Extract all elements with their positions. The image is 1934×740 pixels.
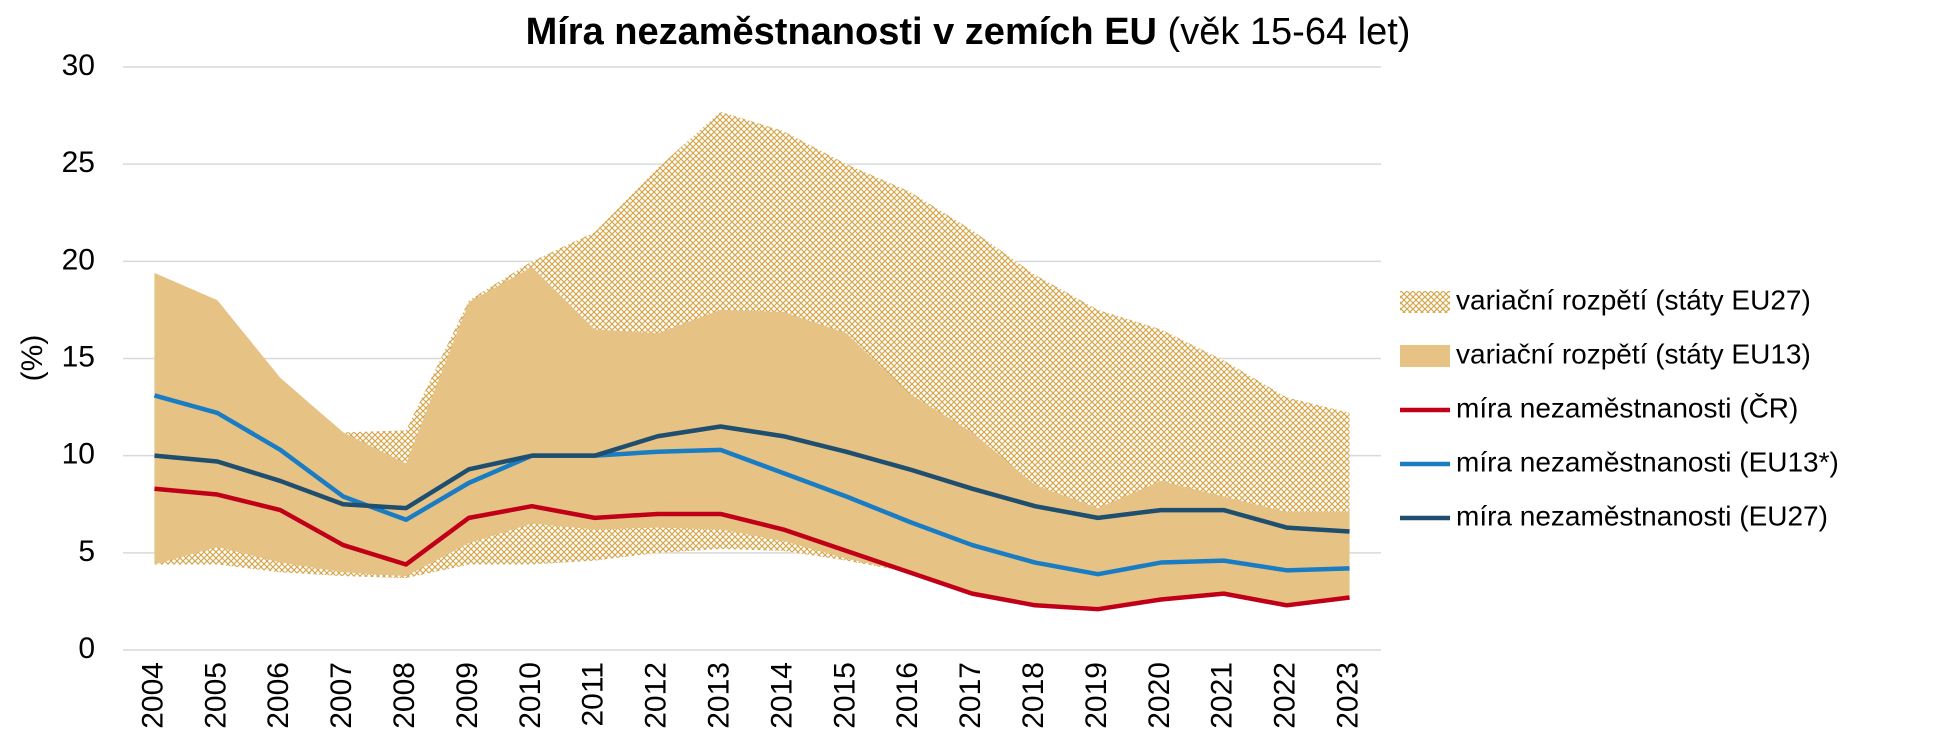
x-tick-label: 2021 (1206, 662, 1239, 729)
title-suffix: (věk 15-64 let) (1168, 11, 1411, 53)
legend-label: míra nezaměstnanosti (ČR) (1456, 392, 1798, 423)
line (154, 486, 1350, 612)
legend-label: variační rozpětí (státy EU27) (1456, 284, 1811, 315)
x-tick-label: 2017 (954, 662, 987, 729)
legend-label: míra nezaměstnanosti (EU27) (1456, 500, 1828, 531)
x-tick-label: 2015 (828, 662, 861, 729)
legend-label: míra nezaměstnanosti (EU13*) (1456, 446, 1839, 477)
legend-swatch (1400, 291, 1450, 313)
y-tick-label: 30 (62, 49, 95, 82)
x-tick-label: 2008 (388, 662, 421, 729)
y-tick-label: 25 (62, 146, 95, 179)
chart-title: Míra nezaměstnanosti v zemích EU (věk 15… (526, 11, 1411, 53)
x-tick-label: 2005 (199, 662, 232, 729)
x-tick-label: 2004 (136, 662, 169, 729)
x-tick-label: 2011 (577, 662, 610, 727)
x-tick-label: 2020 (1143, 662, 1176, 729)
y-tick-label: 10 (62, 438, 95, 471)
x-tick-label: 2018 (1017, 662, 1050, 729)
range-area (154, 267, 1350, 612)
x-tick-label: 2009 (451, 662, 484, 729)
x-tick-label: 2012 (640, 662, 673, 729)
y-axis-label: (%) (16, 335, 49, 382)
x-tick-label: 2022 (1269, 662, 1302, 729)
y-tick-label: 20 (62, 243, 95, 276)
legend-swatch (1400, 345, 1450, 367)
x-tick-label: 2007 (325, 662, 358, 729)
legend-label: variační rozpětí (státy EU13) (1456, 338, 1811, 369)
y-tick-label: 5 (78, 535, 95, 568)
x-tick-label: 2019 (1080, 662, 1113, 729)
x-tick-label: 2023 (1331, 662, 1364, 729)
line (153, 393, 1350, 577)
x-tick-label: 2006 (262, 662, 295, 729)
x-tick-label: 2016 (891, 662, 924, 729)
y-tick-label: 0 (78, 632, 95, 665)
x-tick-label: 2013 (702, 662, 735, 729)
x-tick-label: 2010 (514, 662, 547, 729)
x-tick-label: 2014 (765, 662, 798, 729)
y-tick-label: 15 (62, 340, 95, 373)
line (154, 424, 1350, 534)
title-main: Míra nezaměstnanosti v zemích EU (526, 11, 1157, 53)
